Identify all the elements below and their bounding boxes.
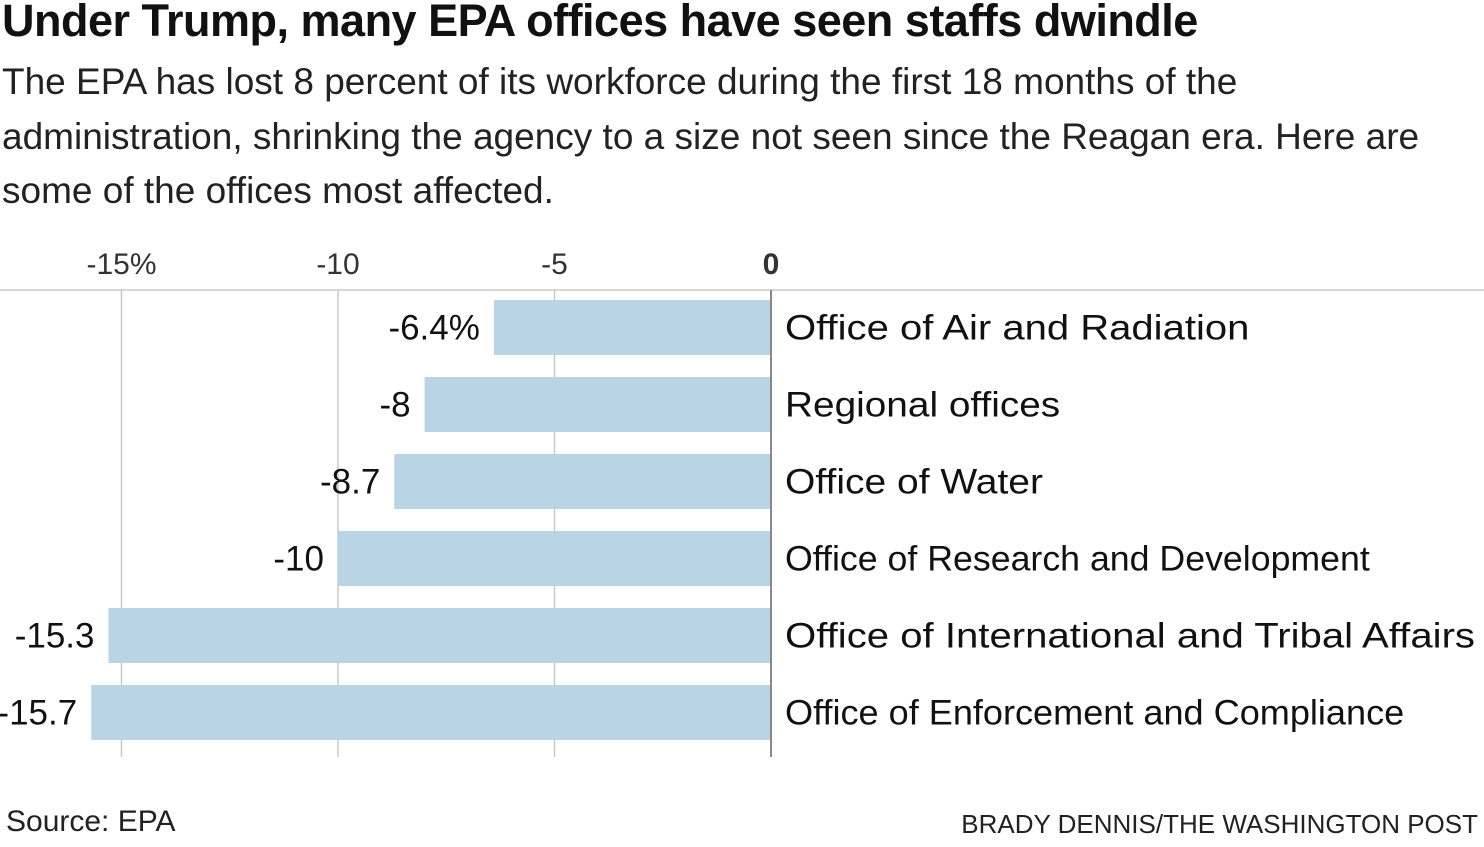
chart-title: Under Trump, many EPA offices have seen … (2, 0, 1198, 46)
bar (108, 608, 771, 663)
bar (338, 531, 771, 586)
category-label: Regional offices (785, 386, 1060, 425)
bar-value-label: -15.7 (0, 694, 77, 733)
bars (91, 290, 772, 757)
x-tick-label: -5 (541, 248, 568, 281)
bar-value-label: -8 (379, 386, 410, 425)
x-tick-label: -15% (86, 248, 156, 281)
source-note: Source: EPA (6, 805, 176, 838)
bar-value-label: -10 (273, 540, 324, 579)
category-label: Office of International and Tribal Affai… (785, 617, 1475, 656)
x-tick-label: 0 (763, 248, 780, 281)
category-label: Office of Water (785, 463, 1043, 502)
x-tick-label: -10 (316, 248, 359, 281)
bar-chart: -15% -10 -5 0 -6.4% Office of Air and Radiati… (0, 248, 1484, 757)
category-label: Office of Air and Radiation (785, 309, 1249, 348)
bar (493, 300, 771, 355)
bar (91, 685, 771, 740)
category-label: Office of Enforcement and Compliance (785, 694, 1404, 733)
gridlines (0, 289, 1484, 757)
category-label: Office of Research and Development (785, 540, 1370, 579)
bar (424, 377, 771, 432)
chart-subtitle: The EPA has lost 8 percent of its workfo… (2, 61, 1420, 211)
bar-value-label: -15.3 (15, 617, 95, 656)
bar-value-label: -6.4% (388, 309, 479, 348)
credit-line: BRADY DENNIS/THE WASHINGTON POST (961, 809, 1478, 839)
labels: -15% -10 -5 0 -6.4% Office of Air and Radiati… (0, 248, 1475, 733)
bar (394, 454, 771, 509)
bar-value-label: -8.7 (320, 463, 380, 502)
